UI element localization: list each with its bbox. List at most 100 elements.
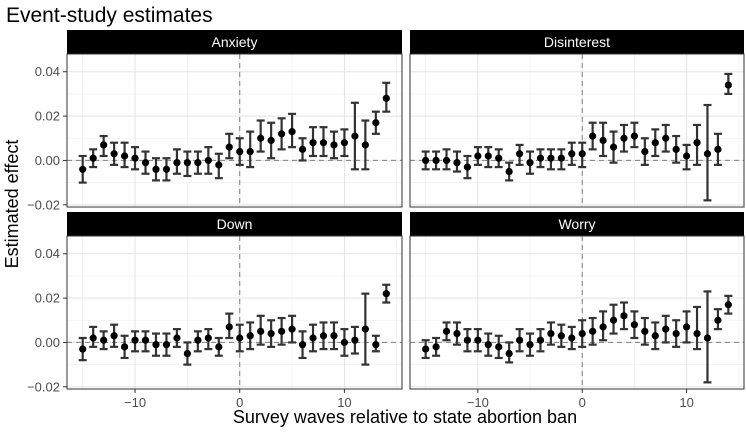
x-tick-label: −10 xyxy=(467,395,489,410)
data-point xyxy=(672,145,680,153)
panel-background xyxy=(67,236,402,389)
data-point xyxy=(515,150,524,158)
data-point xyxy=(724,301,732,309)
data-point xyxy=(672,329,680,338)
data-point xyxy=(557,154,565,162)
data-point xyxy=(495,343,503,351)
data-point xyxy=(120,152,129,160)
x-axis-label: Survey waves relative to state abortion … xyxy=(233,407,577,427)
data-point xyxy=(422,156,430,165)
facet-label-down: Down xyxy=(217,216,253,232)
data-point xyxy=(173,159,181,167)
data-point xyxy=(225,143,233,151)
facet-label-disinterest: Disinterest xyxy=(544,34,610,50)
data-point xyxy=(330,332,338,340)
data-point xyxy=(131,154,139,162)
data-point xyxy=(526,159,534,167)
data-point xyxy=(568,334,576,342)
data-point xyxy=(215,343,223,351)
data-point xyxy=(79,165,87,173)
data-point xyxy=(453,159,461,167)
data-point xyxy=(319,332,328,340)
data-point xyxy=(578,150,586,158)
data-point xyxy=(463,336,472,344)
data-point xyxy=(620,134,628,142)
data-point xyxy=(361,141,369,149)
data-point xyxy=(131,336,139,344)
panel-border xyxy=(409,53,745,208)
panel-border xyxy=(409,235,745,390)
data-point xyxy=(89,334,97,342)
data-point xyxy=(120,343,129,351)
data-point xyxy=(505,349,513,358)
data-point xyxy=(578,329,586,338)
data-point xyxy=(505,167,513,176)
y-tick-label: −0.02 xyxy=(27,197,60,212)
data-point xyxy=(372,341,380,349)
data-point xyxy=(484,341,492,349)
data-point xyxy=(204,334,212,342)
data-point xyxy=(382,290,390,298)
data-point xyxy=(351,336,359,344)
data-point xyxy=(714,145,722,153)
data-point xyxy=(162,165,171,173)
data-point xyxy=(89,154,97,162)
data-point xyxy=(309,334,317,342)
y-tick-label: 0.00 xyxy=(35,153,60,168)
data-point xyxy=(484,152,492,160)
data-point xyxy=(432,343,440,351)
data-point xyxy=(703,334,712,342)
data-point xyxy=(651,332,659,340)
data-point xyxy=(298,341,307,349)
data-point xyxy=(257,134,265,142)
data-point xyxy=(630,321,639,329)
x-tick-label: 0 xyxy=(579,395,586,410)
y-tick-label: 0.02 xyxy=(35,109,60,124)
data-point xyxy=(110,150,118,158)
data-point xyxy=(257,327,265,335)
data-point xyxy=(340,139,349,147)
y-tick-label: 0.04 xyxy=(35,246,60,261)
data-point xyxy=(372,119,380,127)
panel-background xyxy=(410,236,744,389)
data-point xyxy=(693,329,701,338)
data-point xyxy=(340,338,349,347)
data-point xyxy=(278,327,286,335)
data-point xyxy=(599,136,607,145)
x-tick-label: 0 xyxy=(236,395,243,410)
data-point xyxy=(589,327,597,335)
data-point xyxy=(589,132,597,140)
data-point xyxy=(620,312,628,320)
y-tick-label: 0.02 xyxy=(35,291,60,306)
panel-disinterest: Disinterest xyxy=(409,30,745,208)
panels-layer: Anxiety −0.02 0.00 0.02 0.04 Disinterest Down −… xyxy=(27,30,745,410)
data-point xyxy=(536,336,545,344)
data-point xyxy=(641,327,649,335)
data-point xyxy=(141,336,150,344)
data-point xyxy=(173,334,181,342)
data-point xyxy=(724,81,732,89)
data-point xyxy=(194,159,202,167)
data-point xyxy=(246,147,254,156)
data-point xyxy=(298,145,307,153)
panel-background xyxy=(410,54,744,207)
facet-strip-down xyxy=(67,212,402,236)
data-point xyxy=(236,147,244,156)
data-point xyxy=(246,332,254,340)
data-point xyxy=(453,329,461,338)
data-point xyxy=(641,147,649,156)
data-point xyxy=(693,139,701,147)
data-point xyxy=(442,156,451,165)
data-point xyxy=(682,323,691,331)
panel-border xyxy=(66,53,403,208)
facet-strip-disinterest xyxy=(410,30,744,54)
data-point xyxy=(662,325,670,333)
data-point xyxy=(361,325,369,333)
data-point xyxy=(288,128,296,136)
panel-down: Down −0.02 0.00 0.02 0.04 −10 0 10 xyxy=(27,212,403,410)
data-point xyxy=(432,156,440,165)
data-point xyxy=(526,341,534,349)
data-point xyxy=(194,336,202,344)
